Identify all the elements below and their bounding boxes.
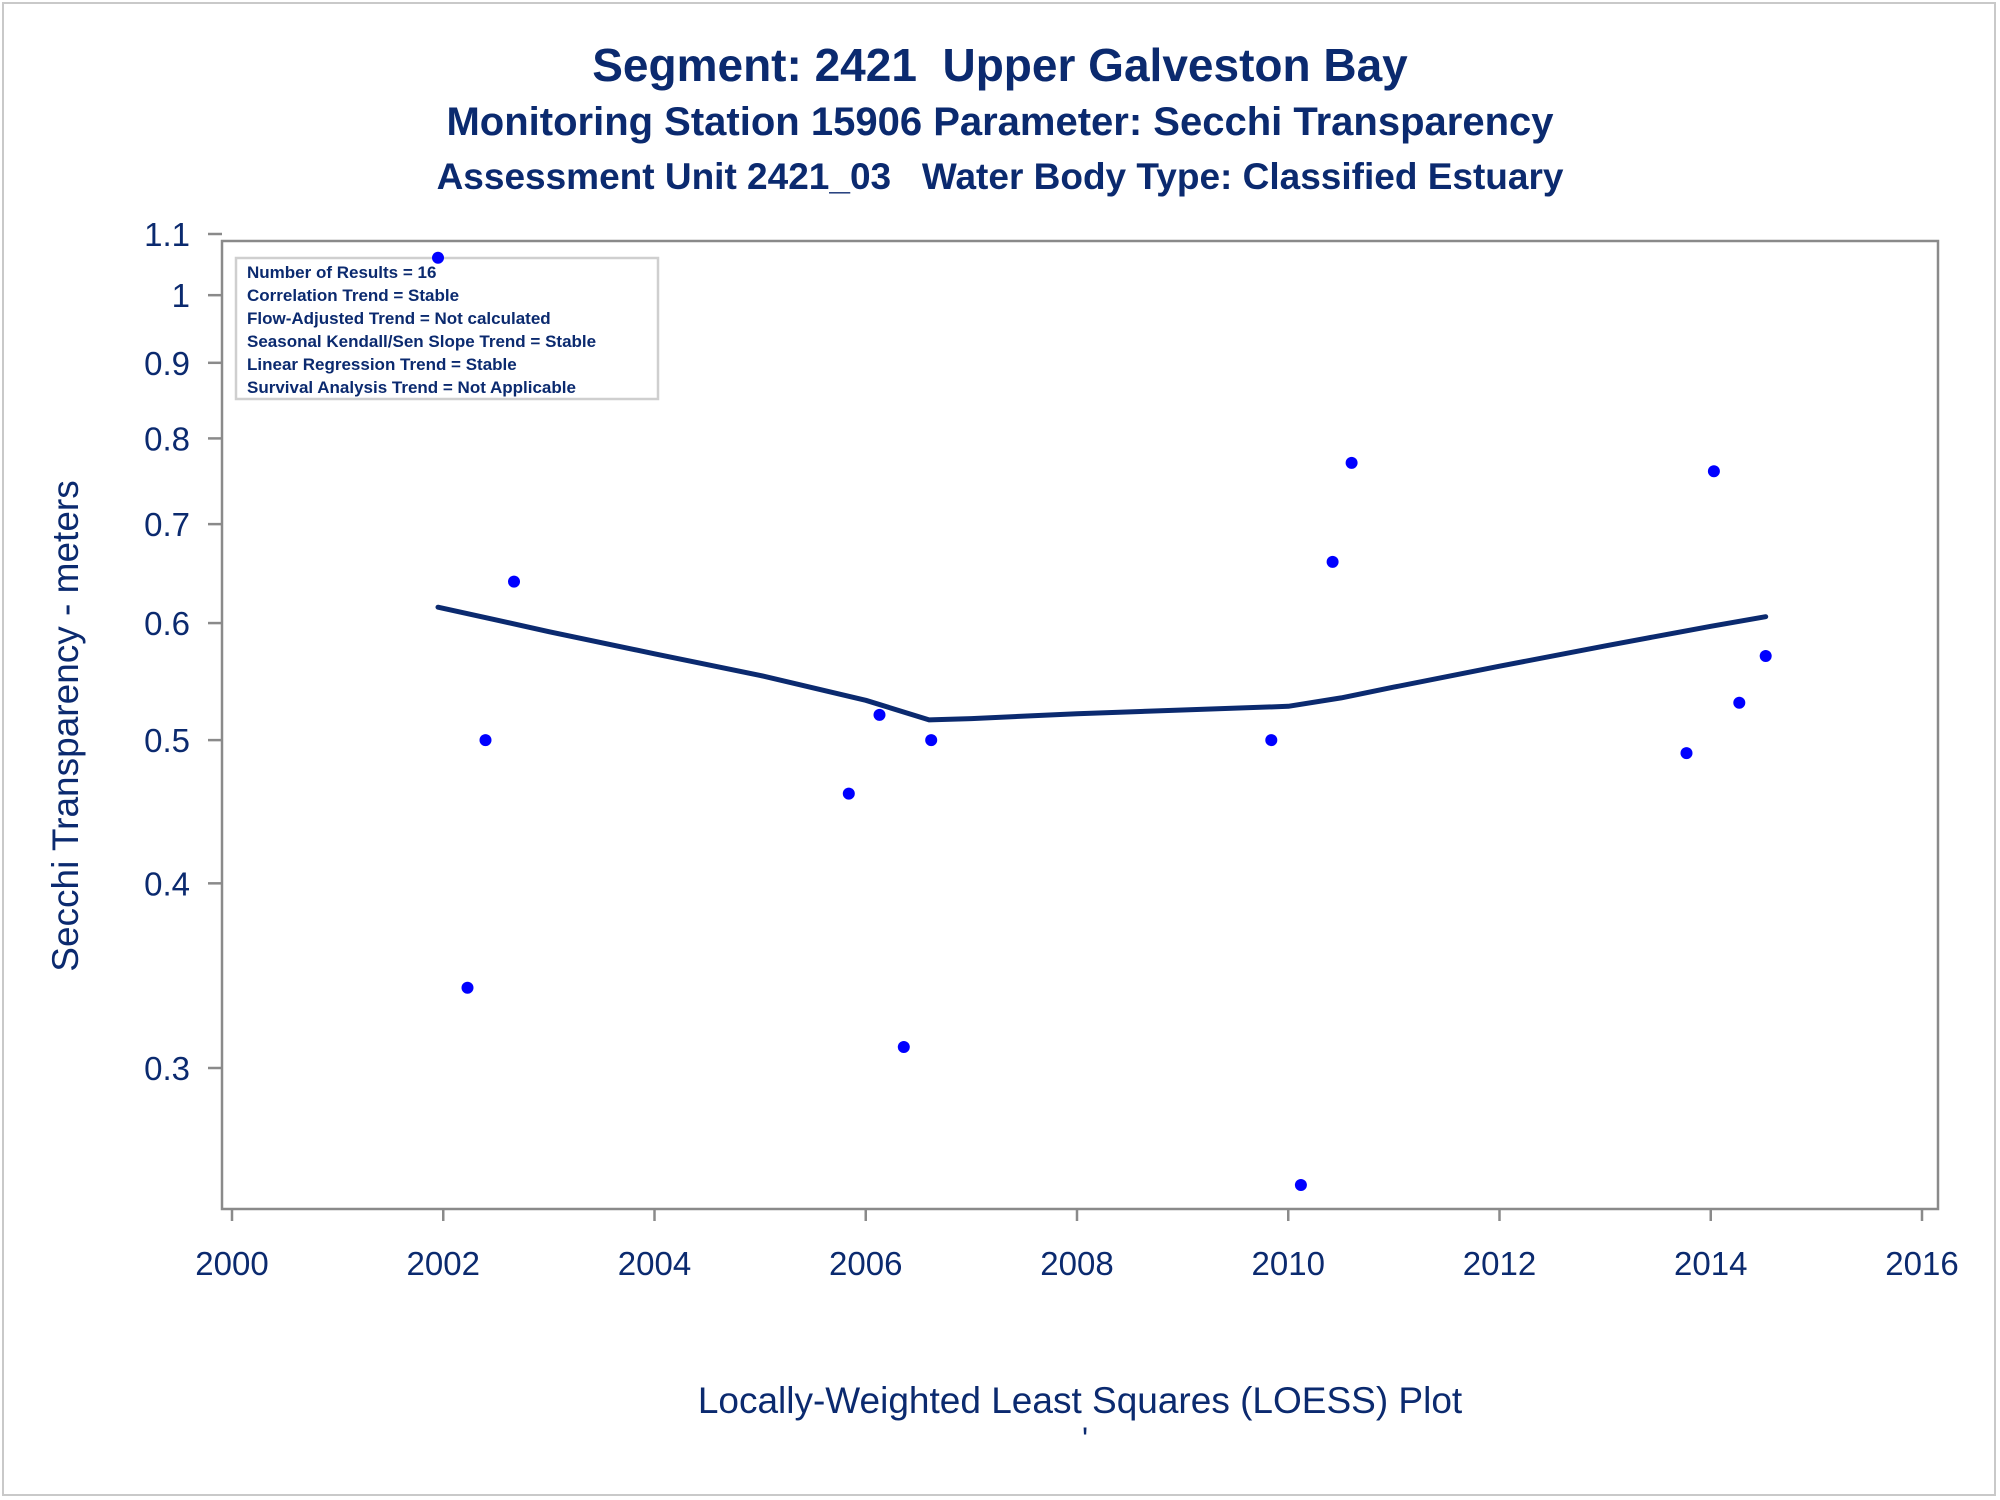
stats-box: Number of Results = 16 Correlation Trend … bbox=[234, 256, 660, 401]
data-point bbox=[897, 1041, 910, 1053]
data-point bbox=[1759, 650, 1772, 662]
x-tick-label: 2012 bbox=[1463, 1245, 1536, 1282]
loess-trend-line bbox=[435, 604, 1769, 723]
stats-line: Seasonal Kendall/Sen Slope Trend = Stabl… bbox=[247, 332, 596, 351]
data-point bbox=[873, 708, 886, 721]
stats-line: Flow-Adjusted Trend = Not calculated bbox=[247, 309, 551, 328]
stats-line: Survival Analysis Trend = Not Applicable bbox=[247, 378, 576, 397]
data-point bbox=[925, 734, 938, 747]
y-axis: 0.3 0.4 0.5 0.6 0.7 0.8 0.9 1 1.1 bbox=[144, 216, 222, 1087]
data-point bbox=[1733, 696, 1746, 709]
x-tick-label: 2006 bbox=[829, 1245, 902, 1282]
stats-line: Linear Regression Trend = Stable bbox=[247, 355, 517, 374]
y-tick-label: 0.8 bbox=[144, 420, 190, 457]
y-tick-label: 1.1 bbox=[144, 216, 190, 253]
data-point bbox=[1265, 734, 1278, 747]
stats-line: Correlation Trend = Stable bbox=[247, 286, 459, 305]
data-point bbox=[508, 575, 520, 588]
y-tick-label: 0.9 bbox=[144, 345, 190, 382]
x-axis: 2000 2002 2004 2006 2008 2010 2012 2014 2016 bbox=[195, 1209, 1959, 1282]
y-tick-label: 0.3 bbox=[144, 1050, 190, 1087]
data-point bbox=[1294, 1179, 1307, 1191]
plot-frame bbox=[220, 239, 1940, 1211]
x-tick-label: 2000 bbox=[195, 1245, 268, 1282]
x-tick-label: 2004 bbox=[618, 1245, 691, 1282]
data-point bbox=[1326, 555, 1339, 568]
y-tick-label: 1 bbox=[172, 277, 190, 314]
chart-subtitle-station: Monitoring Station 15906 Parameter: Secc… bbox=[446, 100, 1554, 144]
y-tick-label: 0.5 bbox=[144, 722, 190, 759]
y-tick-label: 0.6 bbox=[144, 605, 190, 642]
stats-box-border bbox=[234, 256, 660, 401]
footnote-mark: ' bbox=[1082, 1421, 1088, 1457]
data-point bbox=[432, 251, 444, 264]
data-point bbox=[461, 981, 474, 994]
x-tick-label: 2002 bbox=[407, 1245, 480, 1282]
x-axis-title: Locally-Weighted Least Squares (LOESS) P… bbox=[698, 1380, 1463, 1421]
y-axis-title: Secchi Transparency - meters bbox=[45, 480, 86, 971]
data-point bbox=[1345, 456, 1358, 469]
data-points bbox=[432, 251, 1772, 1191]
chart-subtitle-assessment: Assessment Unit 2421_03 Water Body Type:… bbox=[436, 156, 1564, 197]
data-point bbox=[842, 787, 855, 800]
y-tick-label: 0.7 bbox=[144, 506, 190, 543]
data-point bbox=[479, 734, 492, 747]
x-tick-label: 2010 bbox=[1252, 1245, 1325, 1282]
data-point bbox=[1707, 465, 1720, 478]
x-tick-label: 2008 bbox=[1040, 1245, 1113, 1282]
y-tick-label: 0.4 bbox=[144, 865, 190, 902]
x-tick-label: 2016 bbox=[1885, 1245, 1958, 1282]
data-point bbox=[1680, 747, 1693, 760]
x-tick-label: 2014 bbox=[1674, 1245, 1747, 1282]
stats-line: Number of Results = 16 bbox=[247, 263, 436, 282]
chart-title: Segment: 2421 Upper Galveston Bay bbox=[592, 39, 1408, 91]
